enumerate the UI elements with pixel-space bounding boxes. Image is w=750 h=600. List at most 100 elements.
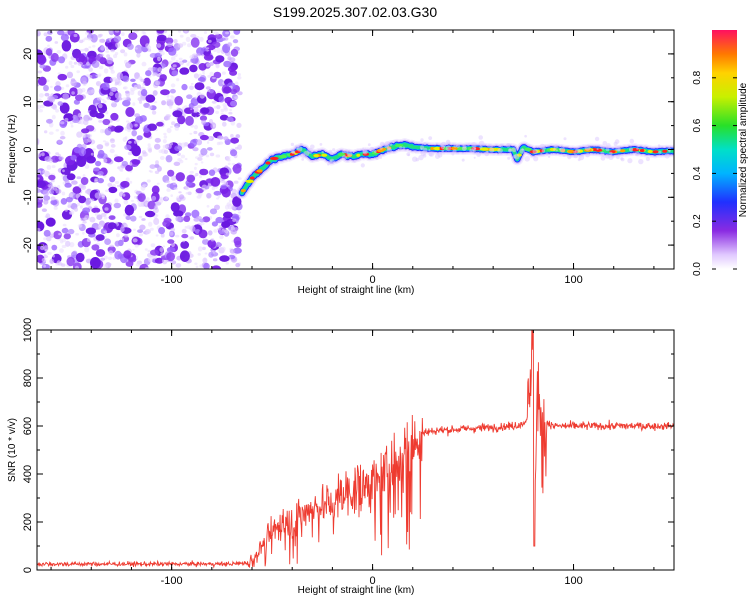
noise-speckle <box>184 157 188 161</box>
noise-speckle <box>185 186 190 191</box>
noise-speckle <box>214 33 223 39</box>
ridge-haze <box>412 156 418 162</box>
noise-speckle <box>201 69 205 73</box>
noise-speckle <box>148 256 153 263</box>
noise-speckle <box>82 221 87 224</box>
noise-speckle <box>232 39 239 44</box>
ridge-haze <box>486 150 489 154</box>
noise-speckle <box>191 209 200 219</box>
ridge-haze <box>445 139 451 145</box>
noise-speckle <box>188 226 192 230</box>
ridge-haze <box>422 154 427 158</box>
ridge-haze <box>478 140 485 147</box>
noise-speckle <box>205 63 211 68</box>
noise-speckle <box>208 89 215 94</box>
ridge-haze <box>479 145 483 149</box>
noise-speckle <box>212 258 218 262</box>
noise-speckle <box>61 244 67 249</box>
noise-speckle <box>68 193 73 198</box>
noise-speckle <box>227 162 231 166</box>
noise-speckle <box>69 242 75 248</box>
noise-speckle <box>67 30 75 36</box>
noise-speckle <box>56 50 62 54</box>
noise-speckle <box>124 204 135 216</box>
noise-speckle <box>37 30 41 37</box>
noise-speckle <box>219 255 230 262</box>
noise-speckle <box>37 227 41 232</box>
noise-speckle <box>82 48 86 51</box>
ridge-haze <box>428 149 431 152</box>
noise-speckle <box>159 155 165 160</box>
noise-speckle <box>150 227 154 231</box>
noise-speckle <box>155 214 159 217</box>
ridge-haze <box>600 155 606 161</box>
noise-speckle <box>52 185 58 191</box>
noise-speckle <box>64 182 72 188</box>
noise-speckle <box>190 97 199 107</box>
noise-speckle <box>114 52 119 56</box>
noise-speckle <box>194 82 205 91</box>
ridge-haze <box>638 158 644 165</box>
noise-speckle <box>203 31 208 35</box>
noise-speckle <box>155 234 159 237</box>
noise-speckle <box>57 56 66 64</box>
noise-speckle <box>144 248 148 251</box>
noise-speckle <box>95 249 106 257</box>
noise-speckle <box>104 235 107 239</box>
noise-speckle <box>111 101 116 104</box>
noise-speckle <box>123 87 127 90</box>
ridge-hotspot <box>265 161 271 165</box>
noise-speckle <box>224 229 229 234</box>
noise-speckle <box>37 104 42 110</box>
noise-speckle <box>175 215 182 222</box>
noise-speckle <box>110 144 116 148</box>
noise-speckle <box>223 211 233 219</box>
ridge-haze <box>657 144 661 147</box>
ridge-hotspot <box>434 146 441 151</box>
ridge-haze <box>600 145 605 150</box>
noise-speckle <box>103 263 108 269</box>
noise-speckle <box>148 221 153 227</box>
noise-speckle <box>43 32 48 37</box>
noise-speckle <box>64 117 69 122</box>
noise-speckle <box>125 107 135 117</box>
noise-speckle <box>62 169 65 173</box>
noise-speckle <box>37 188 42 193</box>
ridge-hotspot <box>269 156 279 161</box>
ridge-haze <box>594 136 600 142</box>
noise-speckle <box>177 30 182 33</box>
noise-speckle <box>139 224 146 231</box>
noise-speckle <box>68 60 73 66</box>
noise-speckle <box>166 94 170 98</box>
colorbar: 0.0 0.2 0.4 0.6 0.8 Normalized spectral ampl… <box>692 30 749 276</box>
noise-speckle <box>230 100 237 107</box>
noise-speckle <box>85 227 97 235</box>
noise-speckle <box>197 104 202 108</box>
ridge-haze <box>473 156 476 159</box>
ridge-haze <box>321 151 324 154</box>
noise-speckle <box>223 136 229 141</box>
noise-speckle <box>217 79 225 87</box>
noise-speckle <box>80 76 87 84</box>
noise-speckle <box>185 115 194 126</box>
noise-speckle <box>155 81 161 86</box>
noise-speckle <box>130 78 136 83</box>
ridge-haze <box>423 142 427 145</box>
noise-speckle <box>142 82 146 87</box>
noise-speckle <box>224 204 230 210</box>
noise-speckle <box>120 180 130 188</box>
noise-speckle <box>134 44 143 54</box>
noise-speckle <box>86 155 96 164</box>
noise-speckle <box>223 60 232 68</box>
noise-speckle <box>183 215 191 222</box>
ridge-haze <box>392 139 395 143</box>
ridge-haze <box>602 141 608 146</box>
noise-speckle <box>141 218 146 221</box>
noise-speckle <box>131 145 141 157</box>
noise-speckle <box>181 228 187 234</box>
noise-speckle <box>179 194 185 200</box>
ridge-haze <box>532 148 538 155</box>
spectrogram-xtick-label: 0 <box>370 274 376 286</box>
noise-speckle <box>185 191 190 195</box>
noise-speckle <box>163 149 169 154</box>
